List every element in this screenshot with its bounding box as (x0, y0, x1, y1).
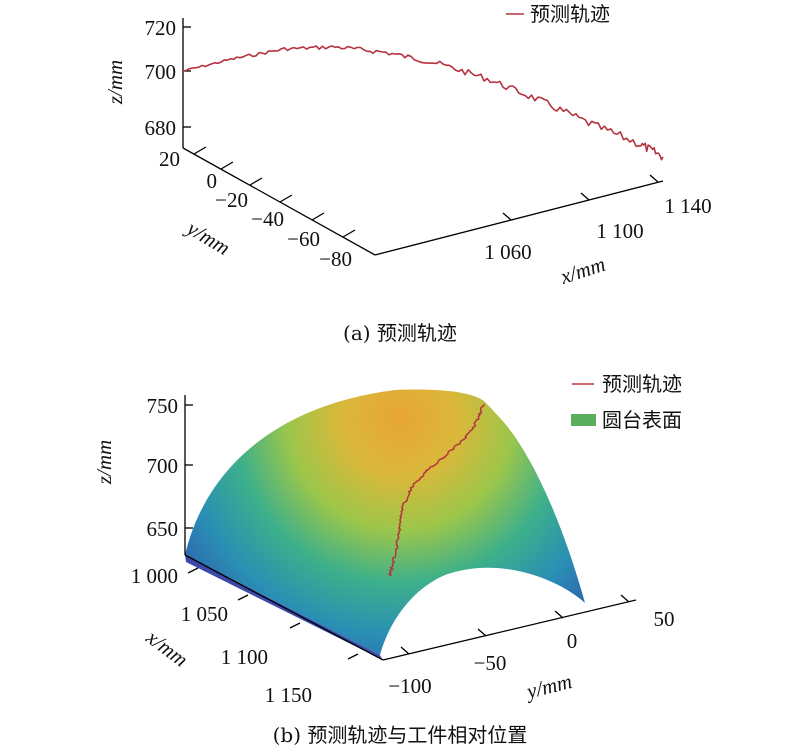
y-axis-a (182, 147, 376, 256)
z-tick-label: 750 (147, 394, 179, 418)
legend-label-b-1: 预测轨迹 (602, 372, 682, 396)
z-tick-label: 680 (145, 116, 177, 140)
y-axis-label-b: y/mm (522, 669, 574, 704)
y-tick-label: −40 (251, 207, 284, 231)
y-ticks-b: −100 −50 0 50 (388, 594, 675, 698)
y-axis-label-a: y/mm (181, 215, 234, 260)
z-ticks-b: 750 700 650 (147, 394, 193, 541)
x-axis-b (184, 554, 384, 661)
trajectory-b (388, 404, 485, 577)
y-tick-label: −100 (388, 674, 431, 698)
x-tick-label: 1 000 (131, 564, 178, 588)
x-axis-label-a: x/mm (557, 252, 609, 289)
y-tick-label: −20 (215, 188, 248, 212)
surface-opening (380, 571, 590, 660)
y-ticks-a: 20 0 −20 −40 −60 −80 (159, 146, 356, 271)
panel-a: 720 700 680 z/mm 20 0 −20 −40 −60 −80 y/… (103, 2, 712, 345)
z-ticks-a: 720 700 680 (145, 16, 191, 140)
frustum-surface (185, 389, 585, 655)
legend-swatch-surface (571, 414, 596, 426)
x-tick-label: 1 140 (664, 194, 711, 218)
y-tick-label: 0 (207, 169, 218, 193)
z-tick-label: 720 (145, 16, 177, 40)
x-tick-label: 1 060 (484, 240, 531, 264)
panel-b: 750 700 650 z/mm 1 000 1 050 1 100 1 150… (92, 372, 682, 747)
x-axis-a (374, 180, 664, 256)
caption-a: (a) 预测轨迹 (343, 321, 457, 345)
x-tick-label: 1 100 (221, 645, 268, 669)
x-tick-label: 1 100 (596, 219, 643, 243)
z-tick-label: 700 (147, 454, 179, 478)
z-axis-label-b: z/mm (92, 440, 116, 485)
y-axis-b (382, 599, 637, 661)
trajectory-a (182, 45, 664, 161)
x-ticks-a: 1 060 1 100 1 140 (484, 174, 712, 264)
z-tick-label: 650 (147, 517, 179, 541)
x-ticks-b: 1 000 1 050 1 100 1 150 (131, 564, 359, 707)
x-axis-label-b: x/mm (141, 625, 193, 672)
y-tick-label: 0 (567, 629, 578, 653)
x-tick-label: 1 150 (265, 683, 312, 707)
z-axis-label-a: z/mm (103, 60, 127, 105)
y-tick-label: −80 (319, 247, 352, 271)
caption-b: (b) 预测轨迹与工件相对位置 (273, 723, 528, 747)
y-tick-label: −60 (287, 227, 320, 251)
legend-label-a: 预测轨迹 (530, 2, 610, 26)
y-tick-label: 20 (159, 147, 180, 171)
y-tick-label: −50 (474, 651, 507, 675)
legend-label-b-2: 圆台表面 (602, 408, 682, 432)
z-tick-label: 700 (145, 60, 177, 84)
x-tick-label: 1 050 (181, 602, 228, 626)
y-tick-label: 50 (654, 607, 675, 631)
